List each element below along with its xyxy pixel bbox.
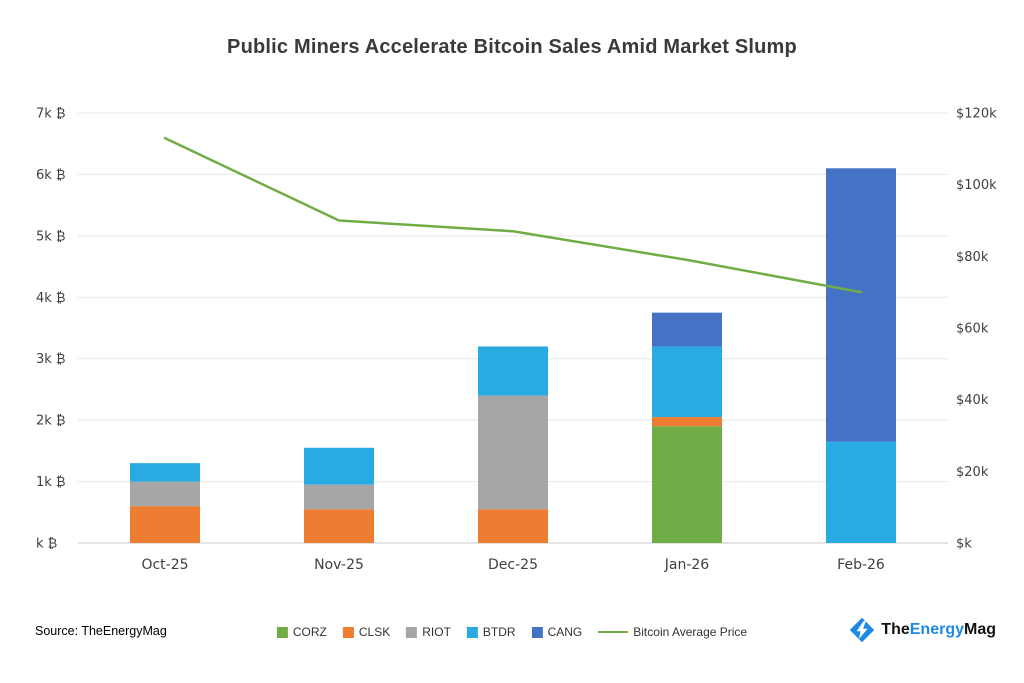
legend-item-corz: CORZ [276, 625, 327, 639]
left-axis-tick: 3k ₿ [36, 352, 66, 367]
bar-segment-btdr [826, 441, 896, 543]
bar-segment-btdr [652, 346, 722, 418]
legend-line-swatch-icon [598, 630, 629, 634]
lightning-diamond-icon [850, 617, 875, 643]
bar-segment-cang [826, 168, 896, 442]
left-axis-tick: 4k ₿ [36, 291, 66, 306]
right-axis-tick: $100k [956, 178, 997, 193]
legend-swatch-icon [531, 626, 543, 638]
bar-segment-btdr [478, 346, 548, 396]
left-axis-tick: k ₿ [36, 537, 57, 552]
bar-segment-riot [478, 395, 548, 510]
source-label: Source: TheEnergyMag [35, 624, 167, 638]
x-axis-label: Nov-25 [314, 557, 364, 573]
x-axis-label: Jan-26 [664, 557, 710, 573]
x-axis-label: Dec-25 [488, 557, 538, 573]
right-axis-tick: $40k [956, 393, 989, 408]
legend-swatch-icon [406, 626, 418, 638]
brand-logo: TheEnergyMag [849, 617, 996, 643]
brand-text-mag: Mag [964, 621, 996, 638]
left-axis-tick: 6k ₿ [36, 168, 66, 183]
legend-swatch-icon [342, 626, 354, 638]
bar-segment-corz [652, 426, 722, 543]
brand-text-the: The [881, 621, 910, 638]
legend-label: CANG [547, 625, 583, 639]
left-axis-tick: 5k ₿ [36, 229, 66, 244]
bar-segment-riot [130, 481, 200, 507]
x-axis-label: Feb-26 [837, 557, 885, 573]
bar-segment-clsk [130, 506, 200, 543]
x-axis-label: Oct-25 [141, 557, 188, 573]
bar-segment-clsk [478, 509, 548, 543]
legend-label: CORZ [292, 625, 327, 639]
legend-label: BTDR [482, 625, 516, 639]
legend-item-btdr: BTDR [466, 625, 516, 639]
bar-segment-riot [304, 484, 374, 510]
left-axis-tick: 2k ₿ [36, 414, 66, 429]
right-axis-tick: $k [956, 537, 972, 552]
right-axis-tick: $20k [956, 465, 989, 480]
legend-item-bitcoin-average-price: Bitcoin Average Price [598, 625, 747, 639]
legend-label: Bitcoin Average Price [633, 625, 748, 639]
left-axis-tick: 1k ₿ [36, 475, 66, 490]
legend-swatch-icon [276, 626, 288, 638]
bar-segment-clsk [652, 417, 722, 427]
brand-text-energy: Energy [909, 621, 964, 638]
chart-title: Public Miners Accelerate Bitcoin Sales A… [227, 36, 797, 58]
legend: CORZ CLSK RIOT BTDR CANG Bitcoin Average Pric… [276, 625, 747, 639]
right-axis-tick: $120k [956, 107, 997, 122]
right-axis-tick: $80k [956, 250, 989, 265]
left-axis-tick: 7k ₿ [36, 107, 66, 122]
legend-item-cang: CANG [531, 625, 583, 639]
legend-label: RIOT [422, 625, 451, 639]
legend-label: CLSK [358, 625, 391, 639]
right-axis-tick: $60k [956, 322, 989, 337]
bitcoin-average-price-line [163, 136, 863, 294]
brand-text: TheEnergyMag [881, 621, 996, 639]
legend-swatch-icon [466, 626, 478, 638]
bar-segment-clsk [304, 509, 374, 543]
bar-segment-btdr [304, 447, 374, 485]
bar-segment-cang [652, 312, 722, 347]
bar-segment-btdr [130, 463, 200, 482]
legend-item-riot: RIOT [406, 625, 451, 639]
legend-item-clsk: CLSK [342, 625, 391, 639]
